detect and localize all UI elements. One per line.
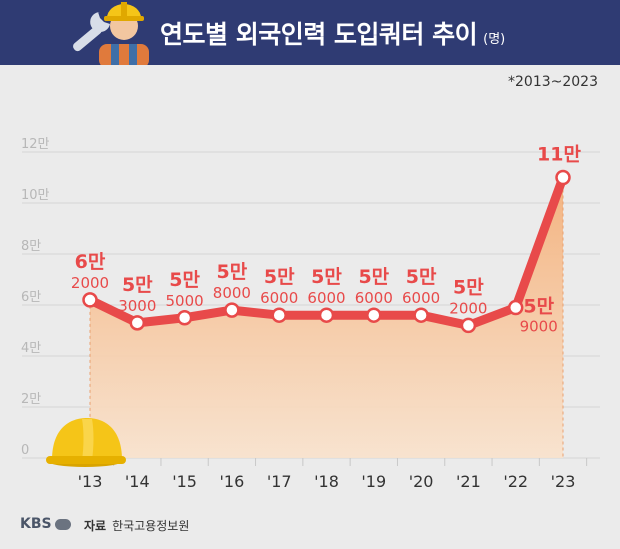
header-bar: 연도별 외국인력 도입쿼터 추이 (명): [0, 0, 620, 65]
data-label-remainder: 2000: [71, 274, 109, 292]
data-point: [555, 169, 571, 186]
y-tick-label: 0: [21, 443, 29, 458]
data-label-value: 5만: [523, 296, 554, 318]
worker-icon: [99, 2, 149, 65]
data-point: [129, 315, 146, 331]
x-tick-label: '16: [220, 472, 245, 491]
source-note: 자료 한국고용정보원: [84, 517, 189, 534]
data-label-value: 5만: [311, 266, 342, 288]
y-tick-label: 2만: [21, 392, 41, 407]
y-tick-label: 10만: [21, 188, 50, 203]
x-tick-label: '21: [456, 472, 481, 491]
data-point: [366, 307, 382, 323]
data-point: [507, 299, 524, 316]
y-tick-label: 12만: [21, 137, 50, 152]
x-tick-label: '17: [267, 472, 292, 491]
data-label-value: 5만: [122, 274, 153, 296]
data-label-remainder: 5000: [166, 292, 204, 310]
chart-title: 연도별 외국인력 도입쿼터 추이: [160, 20, 478, 49]
x-tick-label: '18: [314, 472, 339, 491]
data-label-value: 11만: [537, 144, 581, 166]
data-label-value: 5만: [264, 266, 295, 288]
data-label-remainder: 8000: [213, 284, 251, 302]
x-tick-label: '20: [409, 472, 434, 491]
data-label-value: 5만: [217, 261, 248, 283]
source-text: 한국고용정보원: [112, 519, 190, 533]
y-tick-label: 6만: [21, 290, 41, 305]
data-point: [224, 302, 240, 318]
y-tick-label: 4만: [21, 341, 41, 356]
data-label-remainder: 6000: [402, 289, 440, 307]
data-point: [271, 307, 287, 323]
hardhat-icon: [46, 418, 126, 467]
data-label-remainder: 6000: [260, 289, 298, 307]
x-tick-label: '14: [125, 472, 150, 491]
data-label-value: 5만: [358, 266, 389, 288]
data-label-remainder: 6000: [355, 289, 393, 307]
data-label-value: 6만: [75, 251, 106, 273]
data-label-value: 5만: [406, 266, 437, 288]
kbs-logo: KBS: [20, 516, 71, 532]
data-label-remainder: 2000: [449, 299, 487, 317]
data-point: [82, 292, 98, 308]
wrench-icon: [73, 12, 110, 52]
data-label-value: 5만: [169, 269, 200, 291]
data-label-remainder: 6000: [307, 289, 345, 307]
unit-label: (명): [483, 32, 506, 47]
x-tick-label: '13: [78, 472, 103, 491]
source-label: 자료: [84, 519, 107, 533]
x-tick-label: '23: [551, 472, 576, 491]
date-range-note: *2013~2023: [508, 74, 598, 90]
data-point: [460, 317, 477, 334]
x-tick-label: '22: [503, 472, 528, 491]
data-label-value: 5만: [453, 276, 484, 298]
data-label-remainder: 9000: [520, 318, 558, 336]
y-tick-label: 8만: [21, 239, 41, 254]
data-point: [318, 307, 335, 323]
data-point: [176, 310, 193, 326]
x-tick-label: '19: [361, 472, 386, 491]
data-label-remainder: 3000: [118, 297, 156, 315]
x-tick-label: '15: [172, 472, 197, 491]
data-point: [413, 307, 429, 323]
